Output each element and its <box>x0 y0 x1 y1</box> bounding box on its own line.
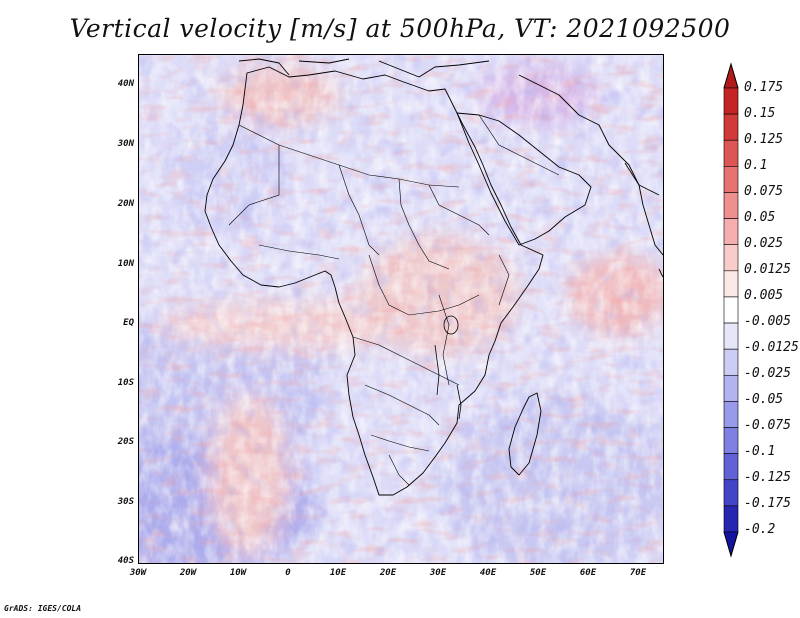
country-borders <box>228 114 560 486</box>
colorbar-swatch <box>723 374 739 402</box>
lon-label-10e: 10E <box>329 568 347 578</box>
lon-label-0: 0 <box>285 568 291 578</box>
iran-coastline <box>518 74 660 196</box>
map-title: Vertical velocity [m/s] at 500hPa, VT: 2… <box>69 14 731 43</box>
colorbar-label-10: -0.0125 <box>744 340 799 355</box>
lon-label-20e: 20E <box>379 568 397 578</box>
colorbar <box>723 62 739 558</box>
colorbar-swatch <box>723 531 739 558</box>
colorbar-label-12: -0.05 <box>744 392 784 407</box>
colorbar-swatch <box>723 244 739 272</box>
lat-label-30n: 30N <box>117 139 134 149</box>
madagascar-coastline <box>508 392 542 476</box>
lat-label-30s: 30S <box>117 497 134 507</box>
lat-label-40s: 40S <box>117 556 134 566</box>
grads-credit: GrADS: IGES/COLA <box>4 604 82 613</box>
colorbar-swatch <box>723 296 739 324</box>
colorbar-swatch <box>723 139 739 167</box>
lat-label-10s: 10S <box>117 378 134 388</box>
lon-label-40e: 40E <box>479 568 497 578</box>
europe-coastline <box>238 58 490 78</box>
colorbar-swatch <box>723 87 739 115</box>
map-frame <box>138 54 664 564</box>
colorbar-label-2: 0.125 <box>744 132 784 147</box>
colorbar-swatch <box>723 113 739 141</box>
colorbar-label-16: -0.175 <box>744 496 791 511</box>
colorbar-label-8: 0.005 <box>744 288 784 303</box>
colorbar-swatch <box>723 322 739 350</box>
lon-label-30e: 30E <box>429 568 447 578</box>
lon-label-30w: 30W <box>129 568 147 578</box>
colorbar-label-3: 0.1 <box>744 158 768 173</box>
colorbar-top-arrow <box>723 62 739 89</box>
lon-label-50e: 50E <box>529 568 547 578</box>
colorbar-swatch <box>723 62 739 89</box>
colorbar-label-11: -0.025 <box>744 366 791 381</box>
colorbar-swatch <box>723 166 739 193</box>
colorbar-swatch <box>723 427 739 454</box>
coastlines <box>204 58 663 496</box>
colorbar-label-9: -0.005 <box>744 314 791 329</box>
colorbar-label-0: 0.175 <box>744 80 784 95</box>
lat-label-eq: EQ <box>123 318 134 328</box>
colorbar-label-17: -0.2 <box>744 522 776 537</box>
lat-label-20s: 20S <box>117 437 134 447</box>
colorbar-label-5: 0.05 <box>744 210 776 225</box>
africa-coastline <box>204 66 544 496</box>
colorbar-bottom-arrow <box>723 531 739 558</box>
colorbar-label-7: 0.0125 <box>744 262 791 277</box>
lakes <box>434 315 462 420</box>
colorbar-swatch <box>723 218 739 246</box>
arabia-coastline <box>456 112 592 246</box>
colorbar-swatch <box>723 453 739 481</box>
lat-label-20n: 20N <box>117 199 134 209</box>
velocity-field-map <box>139 55 663 563</box>
colorbar-label-1: 0.15 <box>744 106 776 121</box>
colorbar-label-4: 0.075 <box>744 184 784 199</box>
texture-blue <box>139 55 663 563</box>
colorbar-swatch <box>723 270 739 298</box>
lon-label-10w: 10W <box>229 568 247 578</box>
colorbar-label-13: -0.075 <box>744 418 791 433</box>
lon-label-70e: 70E <box>629 568 647 578</box>
colorbar-label-15: -0.125 <box>744 470 791 485</box>
lon-label-60e: 60E <box>579 568 597 578</box>
colorbar-swatch <box>723 479 739 507</box>
colorbar-label-6: 0.025 <box>744 236 784 251</box>
lat-label-10n: 10N <box>117 259 134 269</box>
colorbar-swatch <box>723 192 739 219</box>
colorbar-swatch <box>723 401 739 428</box>
colorbar-label-14: -0.1 <box>744 444 776 459</box>
india-coastline <box>624 162 663 256</box>
colorbar-swatch <box>723 505 739 533</box>
lon-label-20w: 20W <box>179 568 197 578</box>
colorbar-swatch <box>723 348 739 376</box>
lat-label-40n: 40N <box>117 79 134 89</box>
